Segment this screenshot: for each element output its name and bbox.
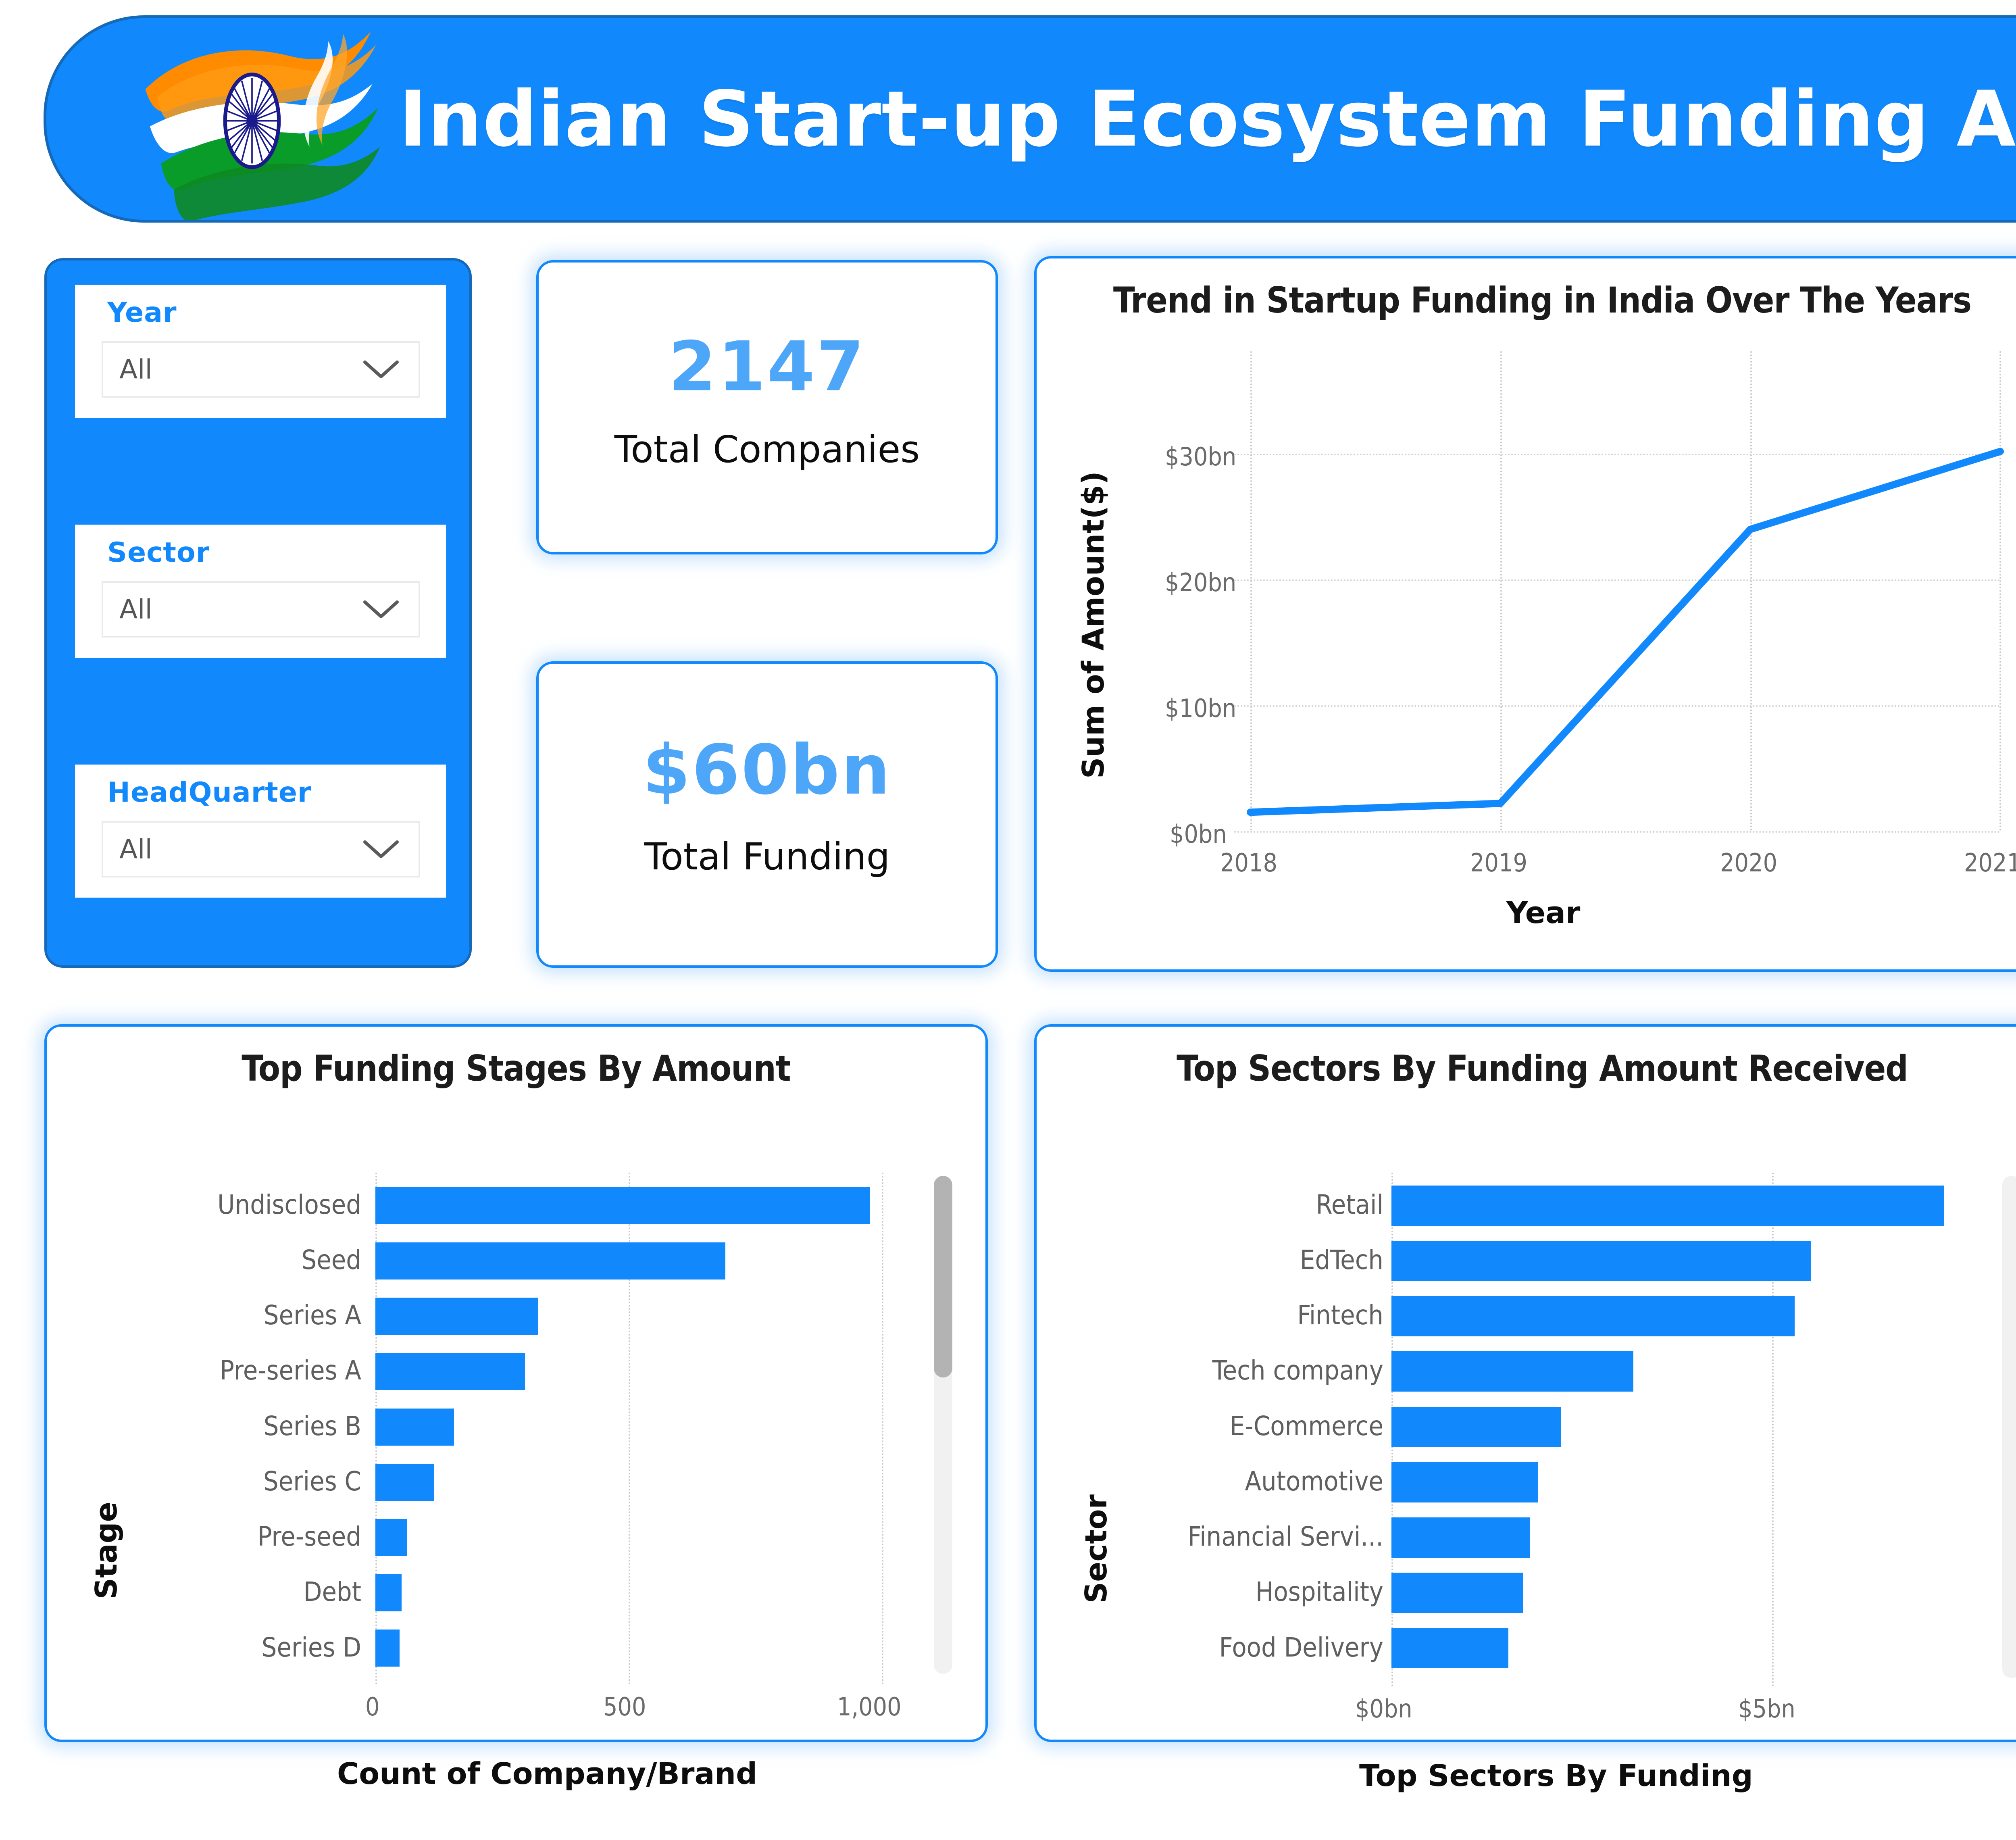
chart-trend-title: Trend in Startup Funding in India Over T… [1113, 279, 1972, 321]
bar-2[interactable] [1391, 1296, 1795, 1337]
chart-trend-ytick-2: $20bn [1165, 568, 1237, 597]
chart-trend-ytick-3: $30bn [1165, 442, 1237, 471]
chart-trend-x-axis-title: Year [1506, 896, 1581, 930]
chevron-down-icon[interactable] [362, 357, 400, 381]
bar-7[interactable] [375, 1574, 402, 1612]
bar-0[interactable] [1391, 1185, 1944, 1226]
bar-8[interactable] [375, 1630, 400, 1667]
category-label: EdTech [1300, 1244, 1383, 1275]
category-label: Undisclosed [217, 1189, 361, 1220]
category-label: Series B [263, 1410, 361, 1442]
chart-trend-line [1247, 448, 2004, 816]
chart-trend-funding: Trend in Startup Funding in India Over T… [1034, 256, 2016, 972]
chart-stages-scrollbar[interactable] [934, 1176, 952, 1674]
chart-stages-title: Top Funding Stages By Amount [242, 1048, 791, 1089]
chart-stages-xtick-1: 500 [603, 1692, 646, 1721]
category-label: Debt [303, 1576, 361, 1608]
slicer-headquarter[interactable]: HeadQuarter All [75, 765, 446, 898]
kpi-card-total-funding: $60bn Total Funding [536, 661, 998, 968]
chart-trend-xtick-2: 2020 [1720, 848, 1777, 877]
chart-trend-xtick-0: 2018 [1220, 848, 1277, 877]
category-label: Automotive [1245, 1465, 1383, 1497]
chart-sectors-xtick-0: $0bn [1355, 1694, 1412, 1723]
kpi-total-funding-label: Total Funding [644, 835, 890, 878]
bar-1[interactable] [1391, 1240, 1811, 1281]
slicer-year-label: Year [107, 297, 177, 329]
chart-stages-scrollbar-thumb[interactable] [934, 1176, 952, 1377]
chart-trend-plot-area [1234, 351, 2004, 833]
kpi-total-companies-value: 2147 [668, 327, 866, 407]
chart-sectors-category-labels: Retail EdTech Fintech Tech company E-Commerc… [1037, 1027, 2016, 1744]
chart-sectors-x-axis-title: Top Sectors By Funding [1359, 1759, 1753, 1793]
kpi-total-funding-value: $60bn [642, 730, 892, 810]
slicer-headquarter-label: HeadQuarter [107, 777, 312, 809]
category-label: Series D [261, 1632, 361, 1663]
chart-trend-ytick-0: $0bn [1170, 819, 1227, 849]
category-label: Tech company [1212, 1355, 1383, 1386]
chart-sectors-title: Top Sectors By Funding Amount Received [1177, 1048, 1908, 1089]
bar-6[interactable] [375, 1519, 407, 1556]
chart-sectors-plot-area [1391, 1173, 1996, 1687]
slicer-sector[interactable]: Sector All [75, 525, 446, 658]
filter-panel: Year All Sector All HeadQuarter All [44, 258, 472, 968]
category-label: Fintech [1297, 1300, 1383, 1331]
category-label: Series A [263, 1300, 361, 1331]
page-title: Indian Start-up Ecosystem Funding Analys… [398, 74, 2016, 164]
bar-3[interactable] [375, 1353, 525, 1390]
chart-trend-y-axis-title: Sum of Amount($) [1076, 471, 1111, 779]
bar-3[interactable] [1391, 1351, 1633, 1392]
category-label: Pre-seed [257, 1521, 361, 1552]
bar-0[interactable] [375, 1187, 870, 1224]
slicer-year[interactable]: Year All [75, 285, 446, 418]
category-label: Hospitality [1255, 1576, 1383, 1608]
slicer-year-dropdown[interactable]: All [102, 341, 420, 398]
chart-top-funding-stages: Top Funding Stages By Amount Stage Undis… [44, 1024, 990, 1791]
bar-6[interactable] [1391, 1517, 1530, 1558]
category-label: Retail [1316, 1189, 1383, 1220]
chevron-down-icon[interactable] [362, 597, 400, 621]
chart-stages-category-labels: Undisclosed Seed Series A Pre-series A Serie… [47, 1027, 990, 1744]
slicer-sector-dropdown[interactable]: All [102, 581, 420, 638]
slicer-year-value: All [119, 354, 152, 385]
bar-1[interactable] [375, 1242, 726, 1279]
chart-stages-xtick-0: 0 [365, 1692, 380, 1721]
category-label: Food Delivery [1219, 1632, 1383, 1663]
chart-sectors-scrollbar[interactable] [2002, 1176, 2016, 1678]
bar-5[interactable] [1391, 1462, 1538, 1502]
bar-4[interactable] [1391, 1407, 1561, 1447]
slicer-sector-label: Sector [107, 537, 210, 569]
bar-8[interactable] [1391, 1628, 1508, 1669]
chevron-down-icon[interactable] [362, 837, 400, 861]
chart-sectors-scrollbar-thumb[interactable] [2002, 1176, 2016, 1678]
chart-trend-xtick-1: 2019 [1470, 848, 1527, 877]
chart-stages-x-axis-title: Count of Company/Brand [337, 1757, 758, 1791]
bar-4[interactable] [375, 1408, 454, 1446]
kpi-total-companies-label: Total Companies [614, 428, 920, 471]
indian-flag-icon [113, 18, 391, 220]
dashboard-header: Indian Start-up Ecosystem Funding Analys… [44, 15, 2016, 223]
bar-2[interactable] [375, 1298, 538, 1335]
chart-top-sectors: Top Sectors By Funding Amount Received S… [1034, 1024, 2016, 1793]
kpi-card-total-companies: 2147 Total Companies [536, 260, 998, 554]
category-label: Series C [263, 1465, 361, 1497]
slicer-headquarter-dropdown[interactable]: All [102, 821, 420, 877]
chart-trend-xtick-3: 2021 [1964, 848, 2016, 877]
chart-sectors-xtick-1: $5bn [1738, 1694, 1795, 1723]
slicer-headquarter-value: All [119, 834, 152, 865]
bar-7[interactable] [1391, 1573, 1523, 1613]
chart-stages-plot-area [375, 1173, 916, 1685]
slicer-sector-value: All [119, 594, 152, 625]
bar-5[interactable] [375, 1463, 434, 1501]
chart-stages-xtick-2: 1,000 [837, 1692, 902, 1721]
category-label: Financial Servi... [1187, 1521, 1383, 1552]
category-label: Pre-series A [220, 1355, 361, 1386]
category-label: Seed [301, 1244, 362, 1275]
category-label: E-Commerce [1229, 1410, 1383, 1442]
chart-trend-ytick-1: $10bn [1165, 694, 1237, 723]
